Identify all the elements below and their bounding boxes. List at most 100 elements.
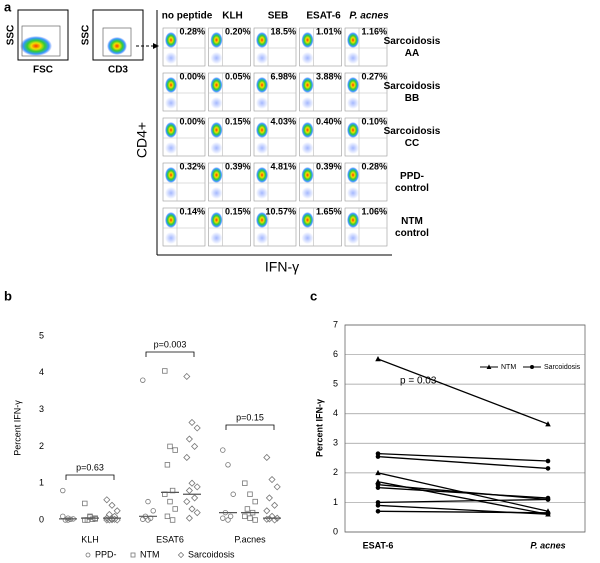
data-point — [375, 503, 381, 508]
density — [256, 187, 268, 199]
data-point — [60, 487, 66, 494]
y-tick-label: 2 — [39, 441, 44, 451]
density — [256, 97, 268, 109]
flow-plot: 18.5% — [253, 26, 297, 67]
line — [377, 498, 549, 504]
density — [210, 77, 223, 93]
row-label: NTM control — [395, 216, 429, 239]
panel-a: SSC FSC SSC CD3 no peptide KLH SEB ESAT-6 P. acn… — [6, 9, 441, 275]
flow-plot: 0.32% — [162, 161, 206, 202]
data-point — [252, 498, 258, 505]
flow-plot: 0.15% — [208, 206, 251, 247]
percent-label: 0.15% — [225, 116, 251, 126]
legend-marker — [530, 365, 534, 369]
y-tick-label: 4 — [333, 408, 338, 418]
legend-marker — [85, 552, 91, 558]
data-point — [375, 509, 381, 514]
data-point — [263, 453, 271, 461]
data-point — [87, 514, 93, 520]
row-label-line: CC — [405, 138, 419, 149]
percent-label: 0.32% — [179, 161, 205, 171]
density — [165, 212, 177, 228]
data-point — [244, 506, 251, 512]
data-point — [183, 453, 191, 461]
data-point — [172, 506, 178, 512]
data-point — [193, 483, 201, 491]
row-label: Sarcoidosis AA — [384, 36, 441, 59]
density — [256, 77, 268, 93]
data-point — [140, 377, 146, 383]
y-tick-label: 5 — [39, 330, 44, 340]
density — [210, 187, 223, 199]
density — [256, 32, 268, 48]
data-point — [220, 447, 226, 453]
row-label-line: Sarcoidosis — [384, 36, 441, 47]
density — [301, 232, 314, 244]
density — [107, 37, 127, 55]
flow-plot: 0.05% — [208, 71, 251, 112]
data-point — [188, 418, 196, 427]
density — [210, 232, 223, 244]
y-tick-label: 4 — [39, 367, 44, 377]
p-value: p = 0.03 — [400, 376, 437, 387]
data-point — [103, 496, 111, 504]
x-tick-label: KLH — [81, 534, 99, 544]
density — [347, 122, 359, 138]
gate-x-label: FSC — [33, 65, 53, 76]
line — [377, 510, 549, 514]
data-point — [185, 435, 193, 443]
flow-plot: 1.16% — [344, 26, 388, 67]
flow-plot: 1.06% — [344, 206, 388, 247]
density — [301, 167, 314, 183]
data-point — [375, 454, 381, 459]
flow-plot: 0.39% — [299, 161, 342, 202]
flow-plot: 0.20% — [208, 26, 251, 67]
line — [377, 455, 549, 470]
flow-plot: 0.00% — [162, 71, 206, 112]
legend-marker — [130, 552, 136, 558]
gate-y-label: SSC — [81, 25, 92, 46]
legend-label: Sarcoidosis — [544, 364, 581, 371]
panel-label: b — [4, 288, 12, 303]
percent-label: 4.03% — [270, 116, 296, 126]
legend-label: NTM — [140, 549, 160, 559]
data-point — [375, 485, 381, 490]
data-point — [188, 505, 196, 513]
arrow-head — [153, 43, 159, 49]
data-point — [92, 516, 98, 522]
percent-label: 6.98% — [270, 71, 296, 81]
x-tick-label: P.acnes — [234, 534, 266, 544]
density — [347, 167, 359, 183]
data-point — [162, 368, 168, 374]
density — [256, 167, 268, 183]
data-point — [193, 424, 201, 432]
flow-plot: 0.00% — [162, 116, 206, 157]
data-point — [60, 513, 66, 520]
percent-label: 0.40% — [316, 116, 342, 126]
data-point — [140, 516, 146, 522]
data-point — [145, 517, 151, 523]
y-tick-label: 5 — [333, 379, 338, 389]
data-point — [113, 516, 121, 524]
y-tick-label: 2 — [333, 467, 338, 477]
density — [347, 32, 359, 48]
data-point — [230, 491, 236, 497]
flow-plot: 4.03% — [253, 116, 297, 157]
column-header: SEB — [268, 11, 289, 22]
data-point — [271, 501, 279, 509]
data-point — [167, 498, 173, 505]
y-axis-label: Percent IFN-γ — [12, 400, 22, 456]
gate — [21, 25, 61, 57]
density — [165, 167, 177, 183]
row-label-line: AA — [405, 48, 419, 59]
density — [20, 36, 52, 56]
data-point — [545, 421, 551, 427]
x-tick-label: P. acnes — [530, 540, 565, 550]
data-point — [375, 478, 381, 485]
data-point — [242, 513, 248, 520]
flow-plot: 0.27% — [344, 71, 388, 112]
panel-b: b Percent IFN-γ 0 1 2 3 4 5 KLH p=0.63 ESAT6 p=0.00… — [4, 288, 281, 559]
flow-plot: 0.28% — [344, 161, 388, 202]
percent-label: 3.88% — [316, 71, 342, 81]
row-label-line: control — [395, 228, 429, 239]
